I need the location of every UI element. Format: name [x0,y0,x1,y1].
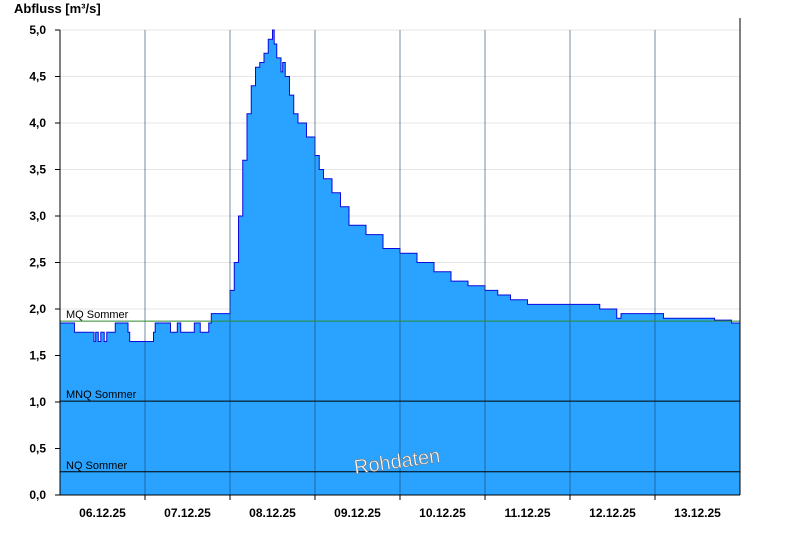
reference-lines: MQ Sommer MNQ Sommer NQ Sommer [60,309,740,473]
y-tick-label: 4,0 [29,116,46,130]
x-tick-label: 11.12.25 [504,506,550,520]
y-tick-label: 2,0 [29,302,46,316]
y-tick-labels: 0,0 0,5 1,0 1,5 2,0 2,5 3,0 3,5 4,0 4,5 5,0 [29,23,60,502]
y-tick-label: 1,0 [29,395,46,409]
y-tick-label: 5,0 [29,23,46,37]
reference-line-label: MQ Sommer [66,309,129,321]
x-tick-label: 07.12.25 [164,506,211,520]
x-tick-label: 09.12.25 [334,506,381,520]
y-axis-label: Abfluss [m³/s] [14,1,101,16]
x-tick-label: 06.12.25 [79,506,126,520]
reference-line-label: MNQ Sommer [66,389,137,401]
reference-line-label: NQ Sommer [66,460,127,472]
x-tick-label: 10.12.25 [419,506,466,520]
y-tick-label: 0,5 [29,442,46,456]
y-tick-label: 3,0 [29,209,46,223]
y-tick-label: 1,5 [29,349,46,363]
x-tick-label: 08.12.25 [249,506,296,520]
y-tick-label: 3,5 [29,163,46,177]
y-tick-label: 2,5 [29,256,46,270]
x-tick-label: 12.12.25 [589,506,636,520]
day-separators [144,30,656,495]
y-tick-label: 4,5 [29,70,46,84]
x-tick-label: 13.12.25 [674,506,721,520]
discharge-line [60,29,741,343]
x-tick-labels: 06.12.25 07.12.25 08.12.25 09.12.25 10.12.25… [79,495,721,520]
y-tick-label: 0,0 [29,488,46,502]
